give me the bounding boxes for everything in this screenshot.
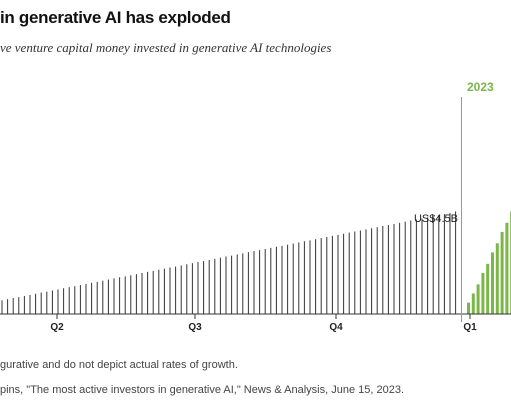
bar-2023 <box>505 222 509 314</box>
bar-2023 <box>500 231 504 314</box>
x-tick-label-q4: Q4 <box>329 322 343 333</box>
bar-2023 <box>491 252 494 314</box>
bar-2023 <box>486 263 490 314</box>
x-tick-label-q2: Q2 <box>50 322 64 333</box>
chart-subtitle: ve venture capital money invested in gen… <box>0 40 332 55</box>
x-tick-label-q3: Q3 <box>188 322 202 333</box>
bar-2023 <box>471 293 475 314</box>
x-axis-ticks: Q2 Q3 Q4 Q1 <box>50 314 477 333</box>
series-2022-bars <box>1 211 457 314</box>
bar-2023 <box>495 243 499 314</box>
bar-chart: Q2 Q3 Q4 Q1 2023 US$4.5B <box>0 80 511 333</box>
year-label-2023: 2023 <box>467 80 494 94</box>
chart-title: in generative AI has exploded <box>0 8 231 27</box>
bar-2023 <box>476 284 480 314</box>
bar-2023 <box>481 272 485 314</box>
series-2023-bars <box>467 211 511 314</box>
x-tick-label-q1: Q1 <box>463 322 477 333</box>
chart-source: pins, "The most active investors in gene… <box>0 384 405 396</box>
bar-2023 <box>467 302 470 314</box>
chart-note: gurative and do not depict actual rates … <box>0 359 238 371</box>
data-label-last-2022: US$4.5B <box>414 213 458 225</box>
